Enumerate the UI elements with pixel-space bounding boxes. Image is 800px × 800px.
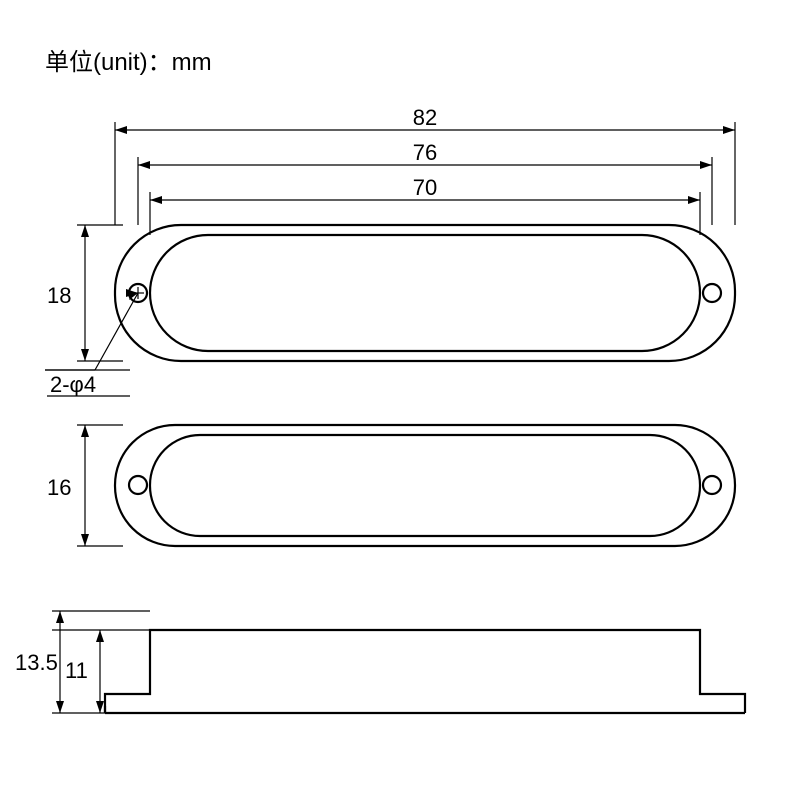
top-inner-outline (150, 235, 700, 351)
dim-82-label: 82 (413, 105, 437, 130)
side-view (105, 630, 745, 713)
top-outer-outline (115, 225, 735, 361)
dim-18-label: 18 (47, 283, 71, 308)
mid-outer-outline (115, 425, 735, 546)
dim-13_5-label: 13.5 (15, 650, 58, 675)
mid-hole-left (129, 476, 147, 494)
dim-70-label: 70 (413, 175, 437, 200)
dimension-lines (56, 126, 735, 713)
unit-title: 单位(unit)：mm (45, 49, 212, 76)
dim-76-label: 76 (413, 140, 437, 165)
hole-callout-label: 2-φ4 (50, 372, 96, 397)
engineering-drawing: 单位(unit)：mm 2-φ4 82 76 70 18 16 11 13.5 (0, 0, 800, 800)
mid-view (115, 425, 735, 546)
extension-lines (52, 122, 735, 713)
dim-16-label: 16 (47, 475, 71, 500)
top-view (115, 225, 735, 361)
mid-inner-outline (150, 435, 700, 536)
dim-11-label: 11 (65, 658, 88, 683)
mid-hole-right (703, 476, 721, 494)
top-hole-right (703, 284, 721, 302)
